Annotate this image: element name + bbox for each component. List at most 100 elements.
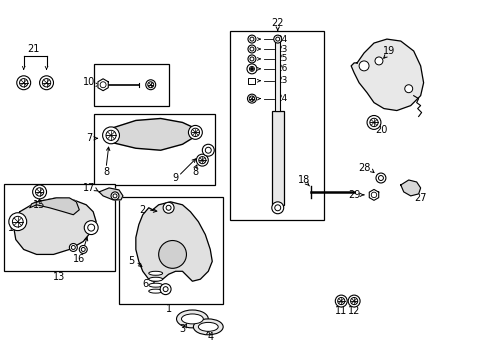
Circle shape xyxy=(69,243,77,251)
Ellipse shape xyxy=(176,310,208,328)
Circle shape xyxy=(271,202,283,214)
Circle shape xyxy=(191,128,199,136)
Polygon shape xyxy=(136,202,212,281)
Circle shape xyxy=(378,176,383,180)
Circle shape xyxy=(275,37,279,41)
Circle shape xyxy=(249,37,253,41)
Polygon shape xyxy=(99,188,122,200)
Circle shape xyxy=(113,194,117,198)
Circle shape xyxy=(198,157,205,164)
Circle shape xyxy=(71,246,75,249)
Circle shape xyxy=(20,78,28,87)
Circle shape xyxy=(163,202,174,213)
Bar xyxy=(230,31,324,220)
Text: 3: 3 xyxy=(179,324,185,334)
Bar xyxy=(4,184,115,271)
Circle shape xyxy=(247,45,255,53)
Text: 6: 6 xyxy=(142,279,148,289)
Text: 24: 24 xyxy=(276,35,287,44)
Circle shape xyxy=(79,246,87,253)
Circle shape xyxy=(158,240,186,268)
Circle shape xyxy=(335,295,346,307)
Bar xyxy=(119,197,223,304)
Circle shape xyxy=(147,82,153,88)
Text: 29: 29 xyxy=(347,190,360,200)
Circle shape xyxy=(160,284,171,294)
Text: 23: 23 xyxy=(275,76,287,85)
Circle shape xyxy=(246,64,256,74)
Ellipse shape xyxy=(148,289,163,293)
Circle shape xyxy=(247,94,256,103)
Circle shape xyxy=(366,116,380,129)
Text: 13: 13 xyxy=(53,272,65,282)
Circle shape xyxy=(145,80,155,90)
Circle shape xyxy=(350,297,357,305)
Ellipse shape xyxy=(148,277,163,281)
Circle shape xyxy=(196,154,208,166)
Circle shape xyxy=(111,192,119,200)
Text: 8: 8 xyxy=(192,167,198,177)
Text: 27: 27 xyxy=(413,193,426,203)
Circle shape xyxy=(17,76,31,90)
Circle shape xyxy=(347,295,359,307)
Circle shape xyxy=(404,85,412,93)
Bar xyxy=(94,113,215,185)
Ellipse shape xyxy=(148,283,163,287)
Circle shape xyxy=(40,76,53,90)
Circle shape xyxy=(249,96,254,101)
Circle shape xyxy=(205,147,211,153)
Circle shape xyxy=(42,78,51,87)
Circle shape xyxy=(374,57,382,65)
Bar xyxy=(275,41,280,111)
Circle shape xyxy=(166,205,171,210)
Text: 28: 28 xyxy=(357,163,369,173)
Circle shape xyxy=(337,297,344,305)
Polygon shape xyxy=(400,180,420,196)
Text: 14: 14 xyxy=(8,222,20,233)
Text: 18: 18 xyxy=(298,175,310,185)
Circle shape xyxy=(250,67,253,70)
Text: 21: 21 xyxy=(27,44,40,54)
Text: 8: 8 xyxy=(103,167,109,177)
Circle shape xyxy=(102,127,119,144)
Circle shape xyxy=(163,244,182,264)
Circle shape xyxy=(9,213,27,231)
Text: 1: 1 xyxy=(165,304,171,314)
Bar xyxy=(271,111,283,205)
Circle shape xyxy=(12,216,23,227)
Text: 9: 9 xyxy=(172,173,178,183)
Circle shape xyxy=(358,61,368,71)
Text: 4: 4 xyxy=(207,332,213,342)
Circle shape xyxy=(249,57,253,61)
Text: 16: 16 xyxy=(73,255,85,264)
Text: 20: 20 xyxy=(374,125,386,135)
Polygon shape xyxy=(350,39,423,111)
Polygon shape xyxy=(368,189,378,201)
Polygon shape xyxy=(111,118,195,150)
Text: 22: 22 xyxy=(271,18,284,28)
Bar xyxy=(248,78,255,84)
Circle shape xyxy=(273,35,281,43)
Circle shape xyxy=(166,248,178,260)
Polygon shape xyxy=(14,198,96,255)
Text: 19: 19 xyxy=(382,46,394,56)
Circle shape xyxy=(274,205,280,211)
Circle shape xyxy=(84,221,98,235)
Text: 7: 7 xyxy=(86,133,92,143)
Circle shape xyxy=(163,287,168,292)
Ellipse shape xyxy=(181,314,203,324)
Polygon shape xyxy=(30,198,79,215)
Circle shape xyxy=(249,66,254,71)
Circle shape xyxy=(375,173,385,183)
Circle shape xyxy=(100,82,106,88)
Text: 10: 10 xyxy=(83,77,95,87)
Ellipse shape xyxy=(148,271,163,275)
Circle shape xyxy=(33,185,46,199)
Text: 25: 25 xyxy=(275,54,287,63)
Circle shape xyxy=(81,247,85,251)
Circle shape xyxy=(35,188,43,196)
Text: 17: 17 xyxy=(83,183,95,193)
Text: 24: 24 xyxy=(276,94,287,103)
Text: 26: 26 xyxy=(275,64,287,73)
Text: 2: 2 xyxy=(140,205,145,215)
